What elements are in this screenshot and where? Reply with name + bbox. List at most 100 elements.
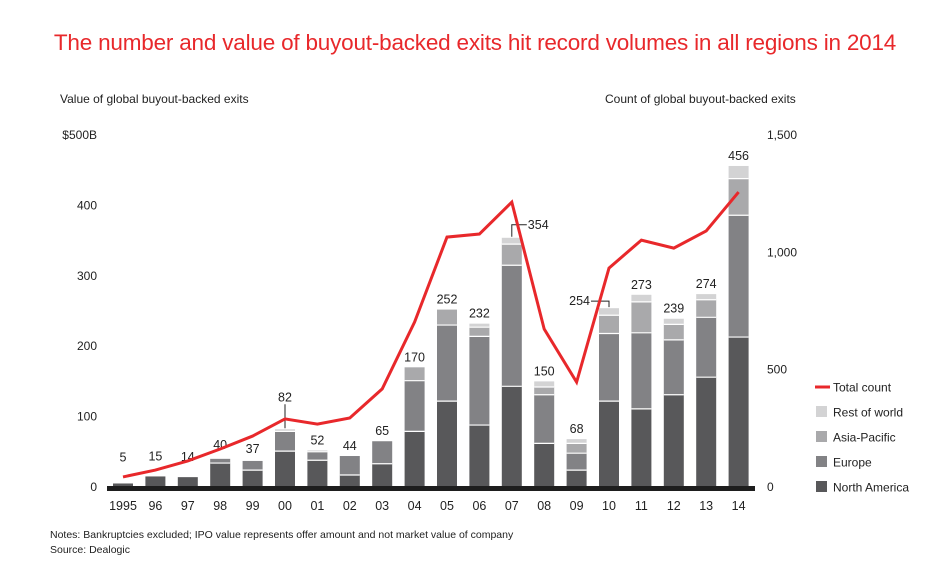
source-text: Source: Dealogic	[50, 544, 130, 556]
x-tick-label: 96	[148, 499, 162, 513]
bar-segment-europe	[663, 339, 684, 395]
x-tick-label: 97	[181, 499, 195, 513]
bar-segment-north-america	[469, 425, 490, 487]
left-tick-label: 400	[77, 198, 97, 212]
x-tick-label: 10	[602, 499, 616, 513]
bar-segment-north-america	[404, 431, 425, 487]
bar-segment-europe	[339, 456, 360, 476]
right-tick-label: 0	[767, 480, 774, 494]
x-tick-label: 09	[570, 499, 584, 513]
bar-segment-europe	[307, 451, 328, 461]
bar-segment-north-america	[242, 470, 263, 487]
total-label: 252	[437, 293, 458, 307]
bar-segment-asia-pacific	[631, 301, 652, 333]
bar-segment-europe	[437, 325, 457, 402]
bar-segment-asia-pacific	[728, 178, 749, 216]
total-label: 68	[570, 422, 584, 436]
x-tick-label: 99	[246, 499, 260, 513]
bar-segment-north-america	[210, 463, 231, 487]
bar-segment-asia-pacific	[663, 324, 684, 340]
legend: Total count Rest of world Asia-Pacific Euro…	[815, 381, 909, 495]
legend-label: Asia-Pacific	[833, 431, 896, 445]
bar-segment-europe	[242, 460, 263, 471]
bar-segment-asia-pacific	[404, 367, 425, 381]
legend-label: Total count	[833, 381, 892, 395]
bar-segment-north-america	[339, 475, 360, 487]
x-tick-label: 00	[278, 499, 292, 513]
bar-segment-rest-of-world	[501, 237, 522, 245]
bar-segment-north-america	[696, 377, 717, 487]
x-tick-label: 14	[732, 499, 746, 513]
x-tick-label: 04	[408, 499, 422, 513]
bar-segment-europe	[501, 265, 522, 387]
bar-segment-rest-of-world	[307, 450, 328, 452]
bar-segment-europe	[696, 317, 717, 378]
legend-label: North America	[833, 481, 909, 495]
bar-segment-north-america	[372, 463, 393, 487]
bar-segment-north-america	[307, 460, 328, 487]
bar-segment-north-america	[275, 451, 295, 487]
total-label: 274	[696, 277, 717, 291]
legend-swatch-rest-of-world	[816, 406, 827, 417]
right-tick-label: 1,500	[767, 128, 797, 142]
x-tick-label: 98	[213, 499, 227, 513]
x-tick-label: 02	[343, 499, 357, 513]
left-tick-label: 100	[77, 410, 97, 424]
total-label: 456	[728, 149, 749, 163]
bar-segment-europe	[404, 380, 425, 432]
total-label: 52	[310, 433, 324, 447]
bar-segment-europe	[469, 336, 490, 426]
x-axis-labels: 1995 96 97 98 99 00 01 02 03 04 05 06 07 08 09 10 11 12 13…	[109, 499, 746, 513]
legend-label: Rest of world	[833, 406, 903, 420]
total-label: 232	[469, 307, 490, 321]
bar-segment-asia-pacific	[566, 443, 587, 454]
bar-segment-north-america	[631, 408, 652, 487]
legend-label: Europe	[833, 456, 872, 470]
x-tick-label: 11	[635, 499, 648, 513]
x-tick-label: 13	[699, 499, 713, 513]
x-tick-label: 03	[375, 499, 389, 513]
bar-segment-europe	[566, 453, 587, 471]
bar-segment-rest-of-world	[275, 429, 295, 432]
bar-segment-rest-of-world	[469, 323, 490, 328]
total-label: 354	[528, 218, 549, 232]
bar-segment-north-america	[566, 470, 587, 487]
x-tick-label: 12	[667, 499, 681, 513]
legend-swatch-north-america	[816, 481, 827, 492]
bar-segment-europe	[534, 394, 555, 444]
x-tick-label: 01	[310, 499, 324, 513]
right-axis-title: Count of global buyout-backed exits	[605, 92, 796, 106]
bar-segment-north-america	[437, 401, 457, 487]
bar-segment-north-america	[534, 443, 555, 487]
chart-title: The number and value of buyout-backed ex…	[53, 30, 897, 55]
bar-segment-europe	[372, 441, 393, 464]
left-axis: 0 100 200 300 400 $500B	[62, 128, 97, 494]
total-label: 65	[375, 424, 389, 438]
total-label: 239	[663, 302, 684, 316]
total-count-line	[122, 191, 740, 479]
total-label: 150	[534, 364, 555, 378]
total-label: 44	[343, 439, 357, 453]
left-tick-label: 300	[77, 269, 97, 283]
legend-swatch-asia-pacific	[816, 431, 827, 442]
bar-segment-asia-pacific	[469, 327, 490, 337]
x-axis-line	[107, 486, 755, 491]
total-label: 15	[148, 449, 162, 463]
notes-text: Notes: Bankruptcies excluded; IPO value …	[50, 529, 514, 541]
bar-segment-asia-pacific	[696, 299, 717, 318]
x-tick-label: 08	[537, 499, 551, 513]
bar-segment-rest-of-world	[566, 439, 587, 444]
right-tick-label: 1,000	[767, 245, 797, 259]
left-tick-label: 0	[90, 480, 97, 494]
bar-segment-rest-of-world	[663, 318, 684, 325]
notes: Notes: Bankruptcies excluded; IPO value …	[50, 528, 513, 558]
bar-segment-asia-pacific	[534, 387, 555, 395]
right-tick-label: 500	[767, 363, 787, 377]
total-label: 37	[246, 442, 260, 456]
bar-segment-europe	[599, 333, 619, 402]
x-tick-label: 06	[472, 499, 486, 513]
bar-segment-asia-pacific	[437, 309, 457, 326]
legend-swatch-europe	[816, 456, 827, 467]
leader-line	[511, 224, 527, 237]
